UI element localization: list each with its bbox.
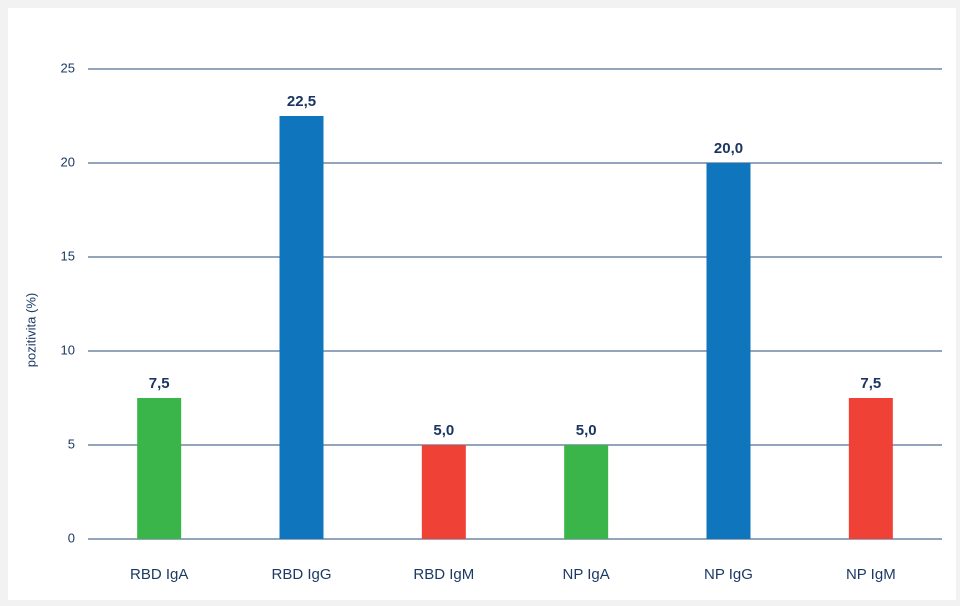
bar [279,116,324,539]
bar [848,398,893,539]
y-tick-label: 5 [68,436,75,451]
value-label: 5,0 [576,422,597,439]
value-label: 5,0 [433,422,454,439]
value-label: 20,0 [714,140,743,157]
bar [421,445,466,539]
value-label: 7,5 [149,375,170,392]
x-tick-label: NP IgM [846,566,896,583]
y-axis-label: pozitivita (%) [23,293,38,367]
x-tick-label: NP IgG [704,566,753,583]
y-tick-label: 25 [61,60,75,75]
value-label: 7,5 [860,375,881,392]
y-tick-label: 15 [61,248,75,263]
y-tick-label: 10 [61,342,75,357]
x-tick-label: RBD IgG [271,566,331,583]
bar [706,163,751,539]
bar [564,445,609,539]
bar [137,398,182,539]
y-tick-label: 20 [61,154,75,169]
x-tick-label: NP IgA [563,566,610,583]
x-tick-label: RBD IgA [130,566,188,583]
y-tick-label: 0 [68,530,75,545]
value-label: 22,5 [287,93,316,110]
x-tick-label: RBD IgM [413,566,474,583]
